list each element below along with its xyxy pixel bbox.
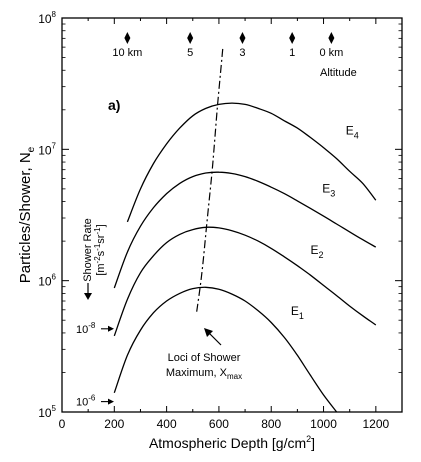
altitude-marker-label: 5 [187,47,193,59]
altitude-marker-label: 1 [289,47,295,59]
y-tick-label: 108 [38,10,56,26]
loci-label-line1: Loci of Shower [168,352,241,364]
series-label-E1: E1 [291,304,304,321]
rate-label: 10-6 [76,394,96,409]
shower-rate-title: Shower Rate [82,218,94,282]
series-lines [113,102,377,413]
series-labels: E1 E2 E3 E4 [291,123,359,320]
loci-label-line2: Maximum, Xmax [166,367,242,381]
x-tick-label: 400 [157,417,177,431]
x-tick-label: 0 [59,417,66,431]
x-axis-label: Atmospheric Depth [g/cm2] [149,434,315,451]
shower-rate-units: [m-2s-1sr-1] [93,224,107,275]
rate-labels: 10-8 10-6 [76,321,114,409]
altitude-diamond [124,32,131,44]
rate-label: 10-8 [76,321,96,336]
altitude-marker-label: 3 [239,47,245,59]
y-tick-label: 107 [38,141,56,157]
altitude-marker-label: 10 km [112,47,142,59]
series-label-E4: E4 [346,123,359,140]
loci-arrow [204,328,222,346]
x-tick-label: 800 [261,417,281,431]
x-tick-label: 1000 [310,417,337,431]
panel-label: a) [108,97,120,113]
altitude-diamond [187,32,194,44]
x-tick-labels: 0 200 400 600 800 1000 1200 [59,417,390,431]
series-line-E2 [113,226,377,337]
x-tick-label: 200 [104,417,124,431]
y-tick-label: 106 [38,273,56,289]
altitude-label: Altitude [320,67,357,79]
series-label-E3: E3 [322,181,335,198]
shower-rate-arrow [84,283,92,300]
y-tick-labels: 105 106 107 108 [38,10,56,420]
rate-arrow-head [108,325,114,332]
altitude-markers: 10 km 5 3 1 0 km [112,32,343,59]
rate-arrow-head [108,398,114,405]
series-line-E3 [113,171,377,289]
y-axis-label: Particles/Shower, Ne [17,146,37,283]
altitude-diamond [289,32,296,44]
shower-max-locus [196,48,224,312]
x-tick-label: 600 [209,417,229,431]
altitude-marker-label: 0 km [319,47,343,59]
plot-frame [61,17,403,413]
series-label-E2: E2 [310,243,323,260]
y-tick-label: 105 [38,404,56,420]
locus-line [196,48,224,312]
altitude-diamond [239,32,246,44]
series-line-E1 [113,286,338,413]
axis-ticks [61,17,402,413]
series-line-E4 [126,102,377,223]
x-tick-label: 1200 [362,417,389,431]
altitude-diamond [328,32,335,44]
